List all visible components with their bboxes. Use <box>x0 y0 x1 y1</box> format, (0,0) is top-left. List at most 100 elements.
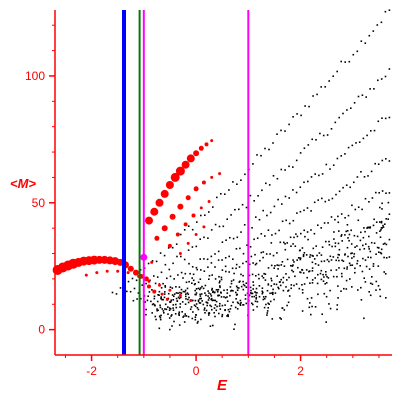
data-point-black <box>340 234 343 236</box>
data-point-black <box>219 285 221 287</box>
data-point-black <box>303 181 305 184</box>
data-point-black <box>370 170 373 173</box>
data-point-black <box>346 266 348 268</box>
data-point-black <box>236 286 239 289</box>
data-point-black <box>292 166 294 168</box>
data-point-red <box>150 260 154 264</box>
data-point-black <box>336 304 339 306</box>
marker-point <box>140 253 148 261</box>
data-point-black <box>199 278 202 280</box>
data-point-black <box>200 318 202 321</box>
data-point-black <box>372 263 375 265</box>
data-point-black <box>241 203 244 206</box>
data-point-black <box>383 271 385 273</box>
data-point-black <box>315 139 317 141</box>
data-point-black <box>340 235 342 237</box>
data-point-black <box>384 10 387 13</box>
data-point-black <box>332 275 335 278</box>
data-point-black <box>252 163 254 165</box>
data-point-black <box>259 259 261 262</box>
data-point-black <box>216 291 219 293</box>
data-point-black <box>256 237 259 239</box>
data-point-black <box>162 282 164 285</box>
data-point-black <box>238 266 241 268</box>
data-point-black <box>388 213 391 215</box>
data-point-black <box>269 292 271 295</box>
data-point-black <box>210 255 213 258</box>
data-point-black <box>199 297 201 300</box>
data-point-black <box>295 159 298 162</box>
data-point-black <box>255 291 257 294</box>
data-point-black <box>301 292 304 294</box>
data-point-black <box>358 141 361 143</box>
data-point-black <box>157 294 159 296</box>
data-point-black <box>353 102 356 104</box>
data-point-red <box>183 222 188 227</box>
data-point-black <box>255 298 257 300</box>
data-point-black <box>220 278 223 281</box>
data-point-black <box>158 315 161 318</box>
data-point-black <box>377 285 380 287</box>
data-point-black <box>173 293 176 295</box>
data-point-red <box>210 175 214 179</box>
data-point-black <box>377 163 380 165</box>
data-point-black <box>362 137 365 140</box>
data-point-black <box>161 298 163 301</box>
data-point-black <box>214 299 216 302</box>
data-point-black <box>313 258 316 260</box>
data-point-black <box>276 275 278 277</box>
data-point-black <box>177 296 180 299</box>
data-point-black <box>211 287 213 290</box>
data-point-black <box>129 290 132 293</box>
data-point-black <box>164 303 167 306</box>
data-point-red <box>218 172 222 176</box>
data-point-black <box>380 252 383 255</box>
data-point-black <box>144 301 146 303</box>
data-point-black <box>356 50 359 53</box>
data-point-black <box>382 226 385 228</box>
data-point-black <box>171 325 173 327</box>
data-point-black <box>126 290 128 293</box>
data-point-black <box>175 297 178 300</box>
data-point-black <box>271 234 273 236</box>
data-point-black <box>235 263 238 266</box>
data-point-black <box>331 245 333 248</box>
data-point-black <box>321 197 323 200</box>
data-point-black <box>270 264 273 267</box>
data-point-red <box>191 213 196 218</box>
data-point-black <box>357 289 359 291</box>
data-point-black <box>205 309 208 312</box>
data-point-black <box>301 269 304 271</box>
data-point-black <box>262 209 264 212</box>
data-point-black <box>282 289 285 292</box>
data-point-black <box>158 290 161 293</box>
data-point-black <box>323 260 326 262</box>
data-point-black <box>311 282 314 284</box>
data-point-black <box>363 227 365 229</box>
data-point-black <box>155 260 158 263</box>
data-point-black <box>321 313 323 315</box>
data-point-black <box>297 257 300 259</box>
data-point-black <box>355 142 357 144</box>
data-point-black <box>261 189 263 192</box>
data-point-black <box>209 304 211 307</box>
data-point-black <box>168 268 171 271</box>
data-point-black <box>378 192 380 194</box>
data-point-black <box>173 320 175 323</box>
data-point-black <box>373 129 376 132</box>
data-point-black <box>199 238 201 240</box>
data-point-black <box>310 176 313 178</box>
data-point-black <box>167 247 170 249</box>
data-point-black <box>356 262 358 265</box>
data-point-black <box>350 243 353 245</box>
data-point-black <box>336 70 338 73</box>
data-point-black <box>313 232 316 235</box>
data-point-black <box>215 300 218 303</box>
data-point-black <box>178 297 181 300</box>
data-point-black <box>217 250 220 253</box>
data-point-black <box>212 324 214 327</box>
data-point-black <box>323 276 325 278</box>
data-point-black <box>175 303 177 306</box>
data-point-black <box>347 146 350 149</box>
data-point-black <box>322 273 324 276</box>
